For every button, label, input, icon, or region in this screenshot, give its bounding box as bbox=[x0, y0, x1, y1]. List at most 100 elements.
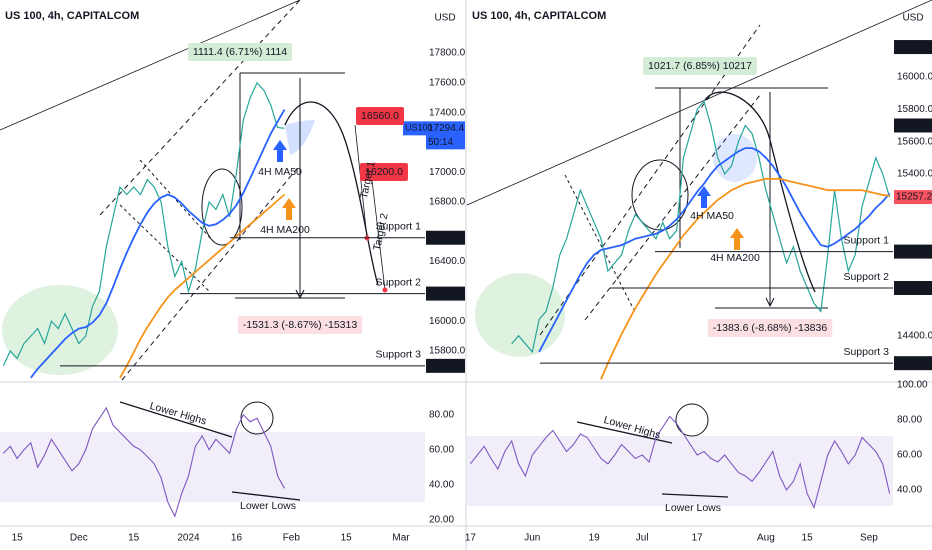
price-line bbox=[538, 147, 891, 353]
countdown: 50:14 bbox=[428, 137, 453, 148]
price-tag bbox=[894, 356, 932, 371]
annotation: 16560.0 bbox=[356, 107, 404, 125]
chart-title: US 100, 4h, CAPITALCOM bbox=[472, 10, 606, 22]
annotation-text: Lower Lows bbox=[665, 502, 721, 514]
annotation-text: 4H MA200 bbox=[260, 224, 310, 236]
annotation: Lower Lows bbox=[665, 502, 721, 514]
price-tag-label: 15700.0 bbox=[428, 360, 465, 371]
symbol-tag bbox=[403, 121, 426, 136]
x-tick-label: Sep bbox=[860, 533, 878, 544]
price-line bbox=[511, 99, 891, 354]
currency: USD bbox=[902, 13, 923, 24]
x-tick-label: 2024 bbox=[177, 533, 200, 544]
channel-line bbox=[99, 0, 301, 216]
target-line bbox=[354, 124, 368, 239]
x-tick-label: 15 bbox=[802, 533, 814, 544]
rsi-tick-label: 80.00 bbox=[897, 415, 922, 426]
x-tick-label: 15 bbox=[341, 533, 353, 544]
annotation-text: Lower Highs bbox=[148, 400, 207, 428]
price-line bbox=[119, 193, 286, 379]
arrow-head bbox=[295, 289, 305, 300]
last-price-label: 15257.2 bbox=[896, 192, 932, 203]
rsi-tick-label: 100.00 bbox=[897, 380, 928, 391]
arrow bbox=[282, 198, 296, 220]
y-tick-label: 16400.0 bbox=[429, 256, 466, 267]
annotation: -1531.3 (-8.67%) -15313 bbox=[237, 316, 363, 334]
rsi-band bbox=[467, 436, 893, 506]
circle bbox=[675, 403, 709, 437]
channel-line bbox=[119, 204, 211, 293]
x-tick-label: 15 bbox=[12, 533, 24, 544]
projection bbox=[284, 101, 379, 286]
annotation: 4H MA50 bbox=[690, 210, 734, 222]
price-tag-label: 14695.0 bbox=[896, 283, 932, 294]
arrow-head bbox=[765, 297, 775, 308]
rsi-tick-label: 60.00 bbox=[429, 444, 454, 455]
annotation: 4H MA200 bbox=[710, 252, 760, 264]
rsi-tick-label: 40.00 bbox=[897, 485, 922, 496]
y-tick-label: 15600.0 bbox=[897, 136, 932, 147]
circle bbox=[201, 168, 243, 246]
last-price-tag bbox=[894, 190, 932, 205]
price-line bbox=[30, 109, 286, 379]
trend-line bbox=[0, 0, 301, 131]
rsi-tick-label: 60.00 bbox=[897, 450, 922, 461]
x-tick-label: 17 bbox=[692, 533, 704, 544]
x-tick-label: 16 bbox=[231, 533, 243, 544]
support-label: Support 3 bbox=[843, 346, 889, 358]
annotation-text: 1111.4 (6.71%) 1114 bbox=[193, 46, 287, 58]
support-label: Support 2 bbox=[375, 276, 421, 288]
annotation: -1383.6 (-8.68%) -13836 bbox=[707, 319, 833, 337]
rsi-tick-label: 20.00 bbox=[429, 514, 454, 525]
annotation-text: 4H MA50 bbox=[258, 166, 302, 178]
annotation-text: Lower Lows bbox=[240, 500, 296, 512]
channel-line bbox=[139, 159, 213, 241]
trend-line bbox=[466, 0, 932, 206]
price-tag-label: 14920.0 bbox=[896, 246, 932, 257]
rsi-line bbox=[231, 491, 301, 501]
symbol-label: US100 bbox=[405, 123, 433, 133]
x-tick-label: 17 bbox=[465, 533, 477, 544]
annotation-text: 1021.7 (6.85%) 10217 bbox=[648, 60, 752, 72]
annotation-box bbox=[356, 107, 404, 125]
x-tick-label: Aug bbox=[757, 533, 775, 544]
annotation-box bbox=[707, 319, 833, 337]
support-label: Support 3 bbox=[375, 349, 421, 361]
rsi-line bbox=[469, 415, 891, 510]
target-line bbox=[371, 179, 386, 291]
annotation-text: -1383.6 (-8.68%) -13836 bbox=[713, 322, 828, 334]
arrow bbox=[730, 228, 744, 250]
rsi-tick-label: 40.00 bbox=[429, 479, 454, 490]
currency: USD bbox=[434, 13, 455, 24]
annotation: 16200.0 bbox=[360, 163, 408, 181]
annotation: Lower Highs bbox=[148, 400, 207, 428]
y-tick-label: 16800.0 bbox=[429, 197, 466, 208]
price-tag bbox=[426, 230, 465, 245]
x-tick-label: Jul bbox=[636, 533, 649, 544]
price-tag-label: 14230.0 bbox=[896, 358, 932, 369]
annotation-box bbox=[360, 163, 408, 181]
x-tick-label: Jun bbox=[524, 533, 540, 544]
channel-line bbox=[564, 174, 636, 313]
support-label: Support 2 bbox=[843, 271, 889, 283]
zone bbox=[713, 134, 757, 182]
price-tag bbox=[894, 244, 932, 259]
annotation: 4H MA50 bbox=[258, 166, 302, 178]
annotation-text: 4H MA50 bbox=[690, 210, 734, 222]
annotation-text: 16560.0 bbox=[361, 110, 399, 122]
price-line bbox=[2, 81, 285, 367]
chart-title: US 100, 4h, CAPITALCOM bbox=[5, 10, 139, 22]
price-tag-label: 16185.0 bbox=[428, 288, 465, 299]
last-price-label: 17294.4 bbox=[428, 123, 465, 134]
channel-line bbox=[584, 94, 761, 321]
y-tick-label: 16000.0 bbox=[429, 316, 466, 327]
annotation-box bbox=[643, 57, 757, 75]
rsi-line bbox=[3, 406, 285, 518]
y-tick-label: 15400.0 bbox=[897, 169, 932, 180]
annotation-text: 16200.0 bbox=[365, 166, 403, 178]
x-tick-label: Mar bbox=[392, 533, 410, 544]
annotation-box bbox=[187, 43, 293, 61]
annotation-text: 4H MA200 bbox=[710, 252, 760, 264]
target-dot bbox=[382, 287, 388, 293]
